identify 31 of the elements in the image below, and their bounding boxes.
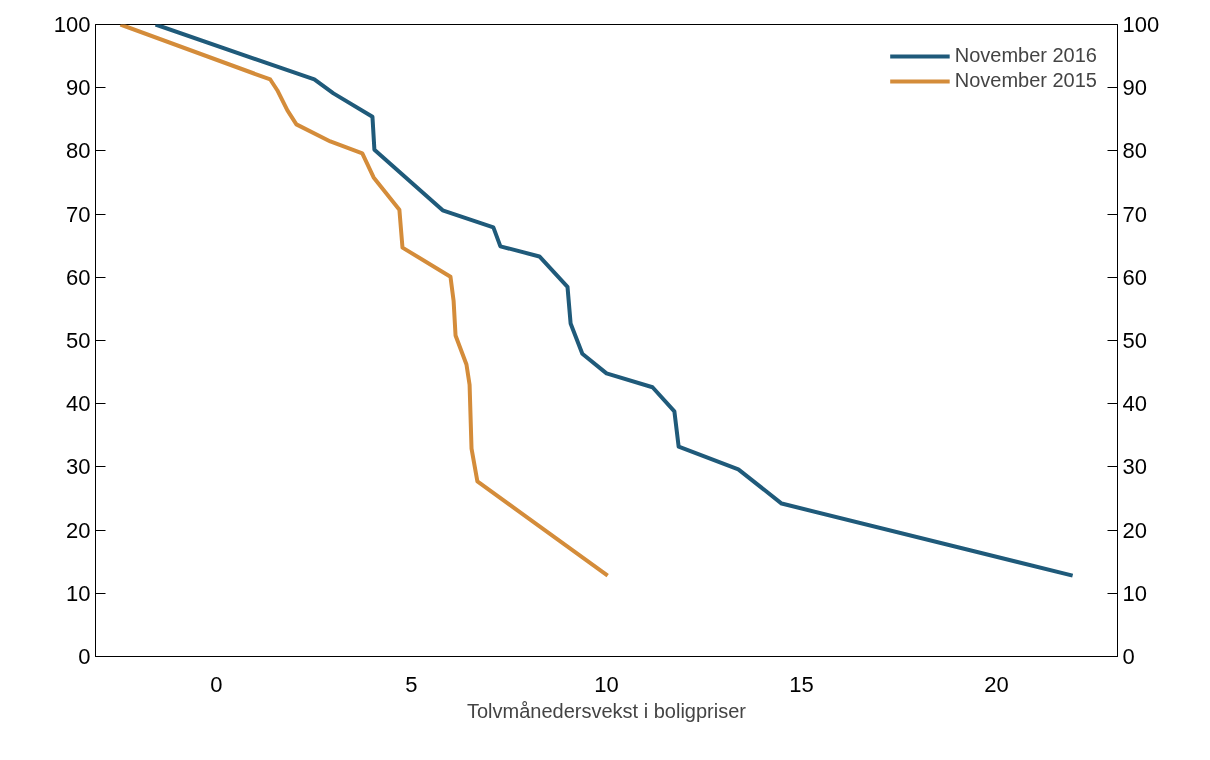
y-tick-label: 0 — [78, 644, 91, 669]
y2-tick-label: 20 — [1122, 517, 1147, 543]
y2-tick-label: 60 — [1122, 264, 1147, 290]
y-tick-label: 100 — [53, 12, 91, 37]
x-tick-label: 20 — [984, 671, 1009, 697]
y2-tick-label: 80 — [1122, 138, 1147, 164]
y2-tick-label: 90 — [1122, 75, 1147, 101]
x-tick-label: 0 — [210, 671, 223, 697]
y2-tick-label: 10 — [1122, 580, 1147, 606]
y-tick-label: 70 — [66, 201, 91, 227]
y-tick-label: 80 — [66, 138, 91, 164]
line-series — [118, 24, 610, 578]
x-tick-label: 15 — [789, 671, 814, 697]
x-tick-label: 10 — [594, 671, 619, 697]
y-tick-label: 90 — [66, 75, 91, 101]
y2-tick-label: 100 — [1122, 12, 1160, 37]
y2-tick-label: 30 — [1122, 454, 1147, 480]
legend-label: November 2015 — [954, 69, 1097, 92]
y2-tick-label: 40 — [1122, 391, 1147, 417]
y-tick-label: 50 — [66, 328, 91, 353]
x-axis-title: Tolvmånedersvekst i boligpriser — [467, 699, 747, 722]
y-tick-label: 10 — [66, 580, 91, 606]
x-tick-label: 5 — [405, 671, 418, 697]
y-tick-label: 40 — [66, 391, 91, 417]
y2-tick-label: 70 — [1122, 201, 1147, 227]
y-tick-label: 60 — [66, 264, 91, 290]
y2-tick-label: 0 — [1122, 644, 1135, 669]
legend-label: November 2016 — [954, 44, 1097, 67]
y-tick-label: 30 — [66, 454, 91, 480]
y2-tick-label: 50 — [1122, 328, 1147, 353]
y-tick-label: 20 — [66, 517, 91, 543]
